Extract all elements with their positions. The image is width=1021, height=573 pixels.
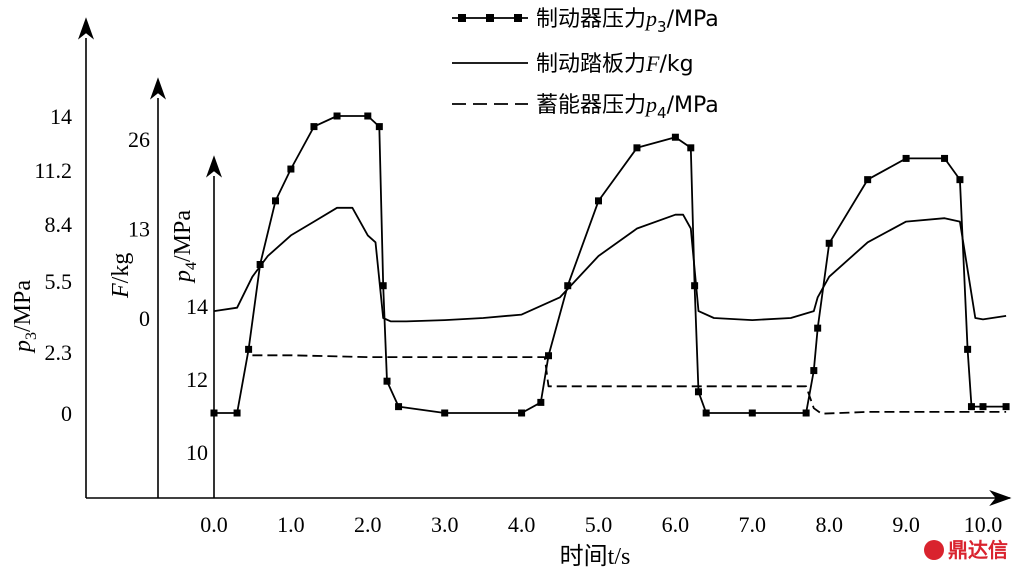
data-point-marker <box>545 352 553 360</box>
watermark-logo: 鼎达信 <box>924 538 1008 562</box>
x-tick-label: 3.0 <box>431 512 459 537</box>
data-point-marker <box>814 324 822 332</box>
data-point-marker <box>694 388 702 396</box>
data-point-marker <box>671 133 679 141</box>
data-point-marker <box>564 282 572 290</box>
x-axis-label: 时间t/s <box>560 543 631 570</box>
data-point-marker <box>633 144 641 152</box>
data-point-marker <box>518 409 526 417</box>
series-line-p4 <box>252 354 1007 415</box>
watermark-text: 鼎达信 <box>948 538 1008 562</box>
p3-tick-label: 2.3 <box>45 340 73 365</box>
f-axis-label: F/kg <box>108 253 134 299</box>
p3-tick-label: 5.5 <box>45 269 73 294</box>
x-tick-label: 5.0 <box>585 512 613 537</box>
f-tick-label: 26 <box>128 127 150 152</box>
x-tick-labels: 0.0 1.0 2.0 3.0 4.0 5.0 6.0 7.0 8.0 9.0 10.0 <box>200 512 1002 537</box>
f-tick-labels: 26 13 0 <box>128 127 150 331</box>
x-tick-label: 7.0 <box>739 512 767 537</box>
data-point-marker <box>272 197 280 205</box>
f-tick-label: 13 <box>128 217 150 242</box>
p3-tick-label: 11.2 <box>34 158 72 183</box>
x-tick-label: 4.0 <box>508 512 536 537</box>
p3-tick-label: 14 <box>50 104 72 129</box>
data-point-marker <box>956 176 964 184</box>
data-point-marker <box>702 409 710 417</box>
legend-label: 蓄能器压力p4/MPa <box>536 92 719 122</box>
legend-marker <box>514 14 522 22</box>
data-point-marker <box>287 165 295 173</box>
data-point-marker <box>333 112 341 120</box>
p4-tick-label: 12 <box>186 367 208 392</box>
data-point-marker <box>395 403 403 411</box>
data-point-marker <box>864 176 872 184</box>
p4-tick-label: 14 <box>186 294 208 319</box>
data-point-marker <box>691 282 699 290</box>
p3-tick-label: 8.4 <box>45 212 73 237</box>
p3-axis-label: p3/MPa <box>10 280 40 354</box>
series-line-p3 <box>214 115 1007 414</box>
x-tick-label: 6.0 <box>662 512 690 537</box>
data-point-marker <box>310 123 318 131</box>
legend-label: 制动器压力p3/MPa <box>536 6 719 36</box>
x-tick-label: 10.0 <box>964 512 1003 537</box>
data-point-marker <box>825 239 833 247</box>
data-point-marker <box>748 409 756 417</box>
series-line-F <box>213 206 1007 323</box>
legend-label: 制动踏板力F/kg <box>536 51 694 77</box>
data-point-marker <box>967 403 975 411</box>
p3-tick-labels: 14 11.2 8.4 5.5 2.3 0 <box>34 104 72 426</box>
p4-tick-labels: 14 12 10 <box>186 294 208 465</box>
data-point-marker <box>595 197 602 205</box>
p4-tick-label: 10 <box>186 440 208 465</box>
data-point-marker <box>375 123 383 131</box>
x-tick-label: 1.0 <box>277 512 305 537</box>
data-point-marker <box>687 144 695 152</box>
data-point-marker <box>964 345 972 353</box>
p3-tick-label: 0 <box>61 401 72 426</box>
f-tick-label: 0 <box>139 306 150 331</box>
x-tick-label: 2.0 <box>354 512 382 537</box>
data-point-marker <box>979 403 987 411</box>
x-tick-label: 9.0 <box>892 512 920 537</box>
data-point-marker <box>383 377 391 385</box>
data-point-marker <box>441 409 449 417</box>
data-point-marker <box>245 345 253 353</box>
data-point-marker <box>902 154 910 162</box>
data-point-marker <box>802 409 810 417</box>
data-point-marker <box>256 261 264 268</box>
legend-marker <box>486 14 494 22</box>
x-tick-label: 0.0 <box>200 512 228 537</box>
axes <box>78 17 1012 506</box>
data-point-marker <box>810 367 818 375</box>
data-point-marker <box>941 154 949 162</box>
legend: 制动器压力p3/MPa 制动踏板力F/kg 蓄能器压力p4/MPa <box>452 6 719 122</box>
data-point-marker <box>210 409 218 417</box>
legend-marker <box>458 14 466 22</box>
watermark-icon <box>924 540 944 560</box>
series-layer <box>210 112 1010 417</box>
data-point-marker <box>233 409 241 417</box>
data-point-marker <box>537 398 545 406</box>
data-point-marker <box>364 112 372 120</box>
data-point-marker <box>1002 403 1010 411</box>
x-tick-label: 8.0 <box>815 512 843 537</box>
p4-axis-label: p4/MPa <box>170 210 200 284</box>
data-point-marker <box>379 282 387 290</box>
